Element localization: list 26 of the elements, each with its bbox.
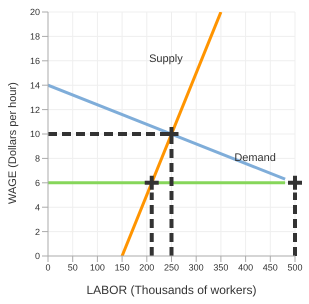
- y-tick-label: 12: [30, 104, 40, 115]
- y-tick-label: 18: [30, 32, 40, 42]
- series-label: Demand: [234, 152, 276, 164]
- y-tick-label: 0: [34, 251, 40, 262]
- y-tick-label: 16: [30, 56, 40, 66]
- y-tick-label: 10: [30, 129, 40, 140]
- x-tick-label: 150: [114, 262, 130, 272]
- y-tick-label: 20: [30, 7, 40, 18]
- x-tick-label: 400: [238, 262, 254, 272]
- x-tick-label: 250: [164, 262, 180, 272]
- y-tick-label: 8: [34, 154, 40, 164]
- y-axis-title: WAGE (Dollars per hour): [6, 82, 19, 204]
- x-tick-label: 200: [139, 262, 154, 272]
- y-tick-label: 2: [34, 226, 40, 237]
- y-tick-label: 4: [34, 202, 40, 212]
- x-tick-label: 500: [287, 262, 303, 272]
- x-tick-label: 450: [262, 262, 278, 272]
- series-label: Supply: [149, 53, 184, 65]
- x-tick-label: 100: [90, 262, 105, 272]
- x-tick-label: 50: [68, 262, 78, 272]
- x-tick-label: 0: [45, 262, 51, 272]
- y-tick-label: 14: [30, 80, 40, 90]
- x-axis-title: LABOR (Thousands of workers): [86, 283, 257, 297]
- x-tick-label: 350: [213, 262, 228, 272]
- y-tick-label: 6: [34, 178, 40, 188]
- x-tick-label: 300: [188, 262, 204, 272]
